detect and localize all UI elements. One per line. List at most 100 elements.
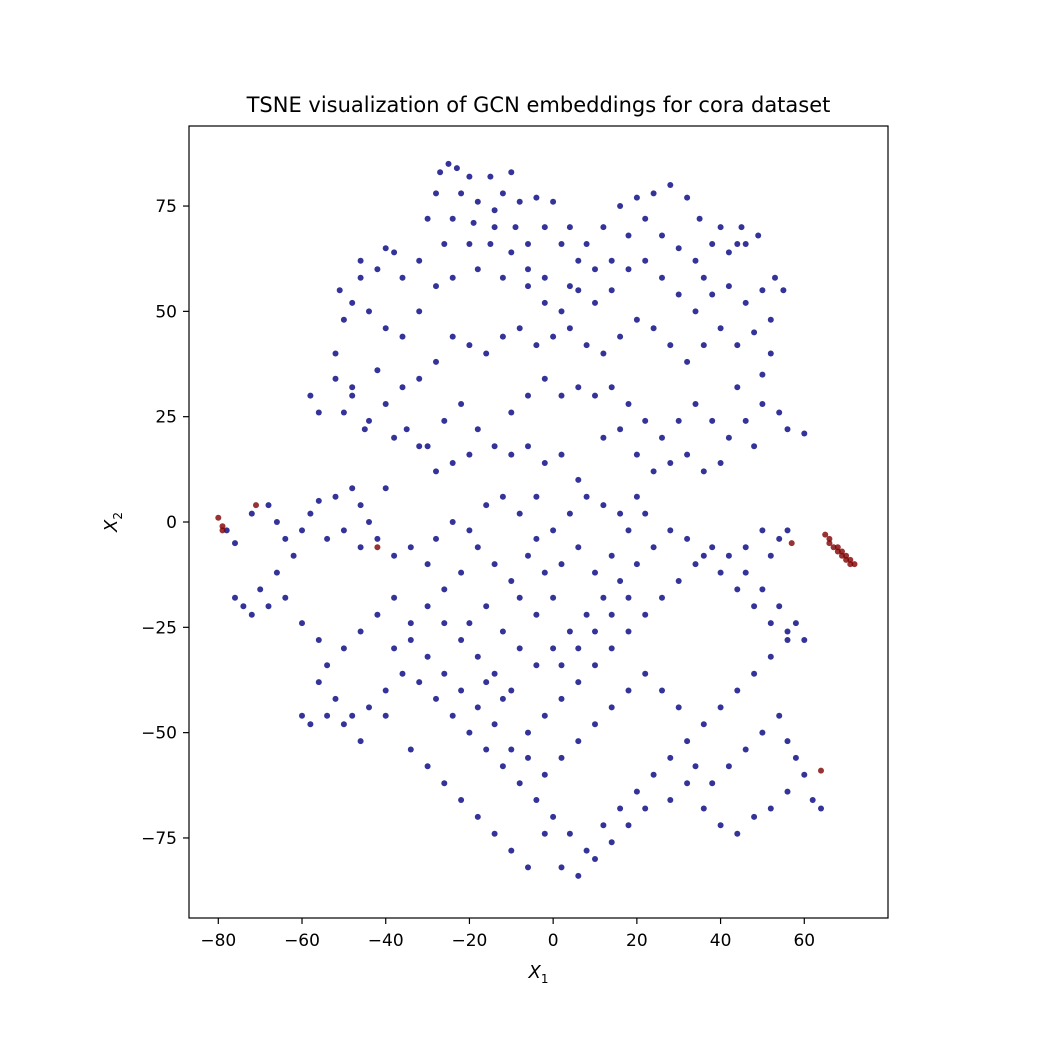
scatter-point (558, 392, 565, 399)
scatter-point (458, 569, 465, 576)
scatter-point (834, 548, 841, 555)
scatter-point (575, 544, 582, 551)
scatter-point (273, 569, 280, 576)
scatter-point (592, 856, 598, 862)
scatter-point (734, 384, 741, 391)
scatter-point (558, 695, 565, 702)
scatter-point (851, 561, 858, 568)
x-tick-label: −20 (451, 931, 487, 951)
scatter-point (776, 535, 783, 542)
scatter-point (407, 620, 414, 627)
x-tick-label: −60 (284, 931, 320, 951)
scatter-point (592, 721, 598, 728)
scatter-point (307, 392, 314, 399)
x-axis-label-subscript: 1 (541, 972, 549, 986)
scatter-point (558, 754, 565, 761)
scatter-point (617, 203, 624, 209)
scatter-point (332, 375, 339, 382)
scatter-point (767, 552, 774, 559)
scatter-point (458, 190, 465, 197)
scatter-point (525, 864, 531, 871)
scatter-point (458, 637, 465, 643)
scatter-point (818, 767, 824, 774)
scatter-point (533, 535, 540, 542)
scatter-point (592, 662, 598, 669)
scatter-point (608, 257, 615, 264)
x-tick-label: 20 (626, 931, 648, 951)
scatter-point (608, 611, 615, 618)
scatter-point (659, 274, 665, 281)
scatter-point (466, 729, 473, 736)
scatter-point (575, 476, 582, 483)
scatter-point (592, 569, 598, 576)
scatter-point (684, 535, 691, 542)
scatter-point (491, 207, 498, 214)
scatter-point (592, 299, 598, 306)
scatter-point (474, 426, 481, 433)
scatter-point (466, 527, 473, 534)
scatter-point (780, 287, 787, 294)
scatter-point (633, 561, 640, 568)
scatter-point (725, 552, 732, 559)
scatter-point (391, 249, 398, 256)
scatter-point (533, 662, 540, 669)
scatter-point (307, 721, 314, 728)
scatter-point (332, 493, 339, 500)
scatter-point (755, 232, 762, 239)
scatter-point (583, 241, 590, 247)
scatter-point (508, 409, 515, 416)
scatter-point (776, 603, 783, 610)
scatter-point (751, 813, 758, 820)
scatter-point (558, 864, 565, 871)
scatter-point (449, 460, 456, 466)
scatter-point (349, 485, 356, 492)
scatter-point (424, 763, 431, 770)
y-tick-label: 0 (166, 513, 177, 533)
scatter-point (240, 603, 247, 610)
scatter-point (696, 215, 703, 222)
scatter-point (340, 527, 347, 534)
x-axis-label-base: X (528, 962, 542, 983)
scatter-point (558, 241, 565, 247)
scatter-point (499, 333, 506, 340)
scatter-point (324, 662, 331, 669)
scatter-point (667, 527, 674, 534)
scatter-point (366, 308, 372, 315)
scatter-point (839, 548, 845, 555)
scatter-point (299, 620, 305, 627)
scatter-point (512, 224, 519, 231)
scatter-point (772, 274, 778, 281)
scatter-point (738, 224, 745, 231)
scatter-point (667, 460, 674, 466)
scatter-point (441, 670, 448, 677)
scatter-point (340, 645, 347, 652)
scatter-point (575, 384, 582, 391)
x-tick-label: 0 (548, 931, 559, 951)
scatter-point (433, 468, 439, 475)
scatter-point (466, 173, 473, 180)
scatter-point (332, 350, 339, 357)
scatter-point (784, 426, 791, 433)
scatter-point (566, 628, 573, 635)
scatter-point (437, 169, 444, 176)
scatter-point (659, 232, 665, 239)
scatter-point (839, 552, 845, 559)
scatter-point (541, 771, 548, 778)
scatter-point (525, 754, 531, 761)
scatter-point (399, 670, 406, 677)
scatter-point (516, 325, 523, 332)
scatter-point (349, 384, 356, 391)
scatter-point (508, 451, 515, 458)
scatter-point (684, 451, 691, 458)
scatter-point (550, 198, 557, 205)
scatter-point (382, 401, 389, 407)
scatter-point (617, 805, 624, 812)
scatter-point (499, 190, 506, 197)
scatter-point (483, 350, 490, 357)
scatter-point (433, 283, 439, 290)
scatter-point (508, 578, 515, 584)
scatter-point (257, 586, 264, 593)
scatter-point (700, 274, 707, 281)
y-tick-label: 25 (155, 408, 177, 428)
scatter-point (667, 182, 674, 188)
